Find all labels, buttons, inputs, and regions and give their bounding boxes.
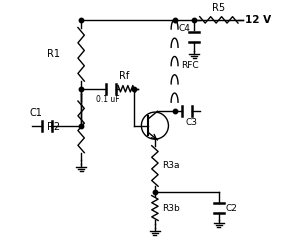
Text: C2: C2 <box>225 204 237 212</box>
Text: 12 V: 12 V <box>245 15 272 25</box>
Text: Rf: Rf <box>119 71 129 81</box>
Text: R3a: R3a <box>162 162 180 170</box>
Text: C3: C3 <box>186 118 198 127</box>
Text: C4: C4 <box>178 24 190 33</box>
Text: RFC: RFC <box>181 61 198 70</box>
Text: R1: R1 <box>47 49 60 59</box>
Text: C1: C1 <box>29 108 42 118</box>
Text: R5: R5 <box>212 3 225 13</box>
Text: R3b: R3b <box>162 204 180 212</box>
Text: 0.1 uF: 0.1 uF <box>96 95 119 104</box>
Text: R2: R2 <box>47 122 60 132</box>
